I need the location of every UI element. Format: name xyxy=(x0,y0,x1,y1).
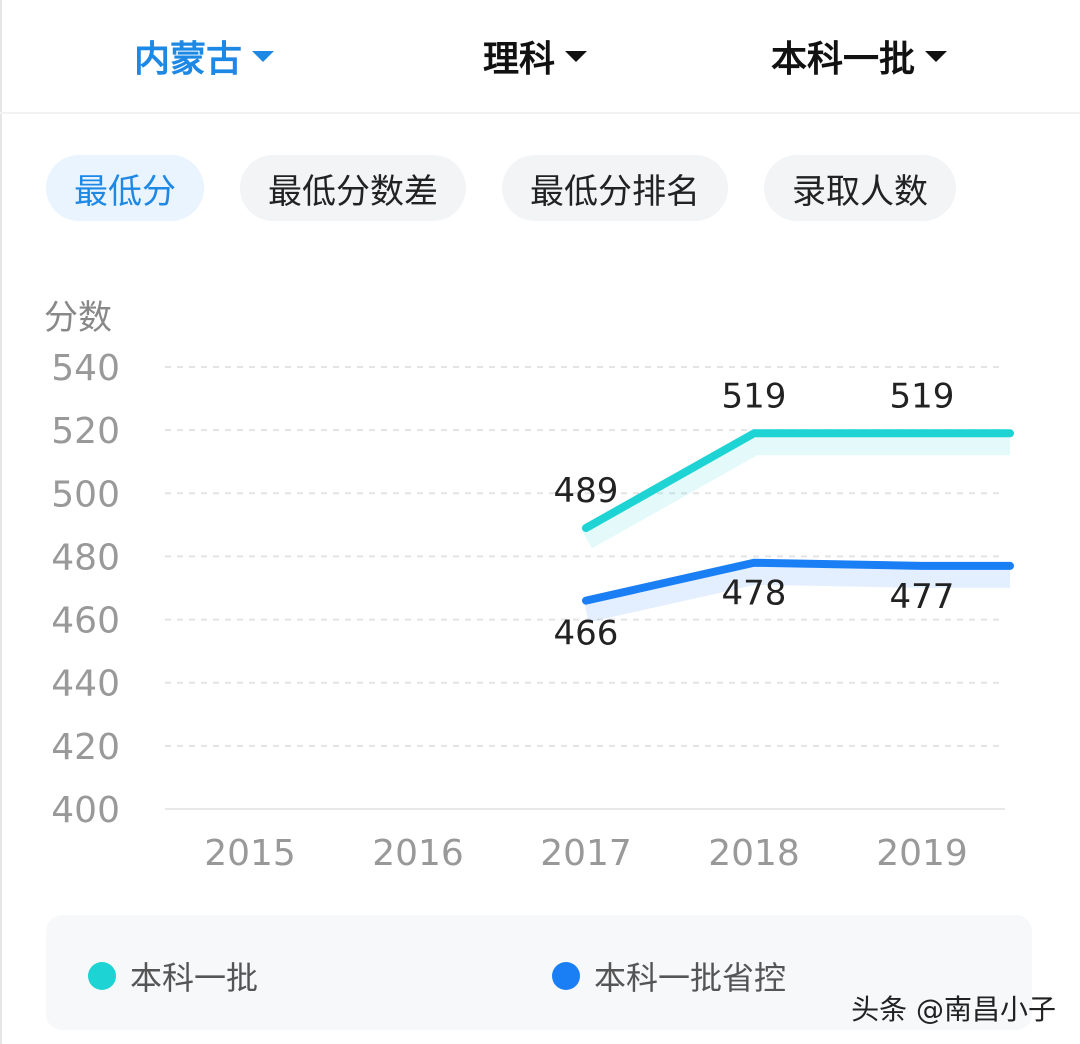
caret-down-icon xyxy=(252,50,275,62)
data-point xyxy=(919,562,925,569)
data-point xyxy=(919,430,925,437)
data-label: 478 xyxy=(722,574,787,614)
tab-min-score-rank[interactable]: 最低分排名 xyxy=(502,155,728,221)
data-label: 519 xyxy=(890,376,955,416)
caret-down-icon xyxy=(565,50,588,62)
legend-label: 本科一批 xyxy=(130,959,259,997)
x-tick-label: 2015 xyxy=(204,833,296,874)
tab-admitted-count[interactable]: 录取人数 xyxy=(764,155,956,221)
tab-min-score[interactable]: 最低分 xyxy=(46,155,204,221)
legend-label: 本科一批省控 xyxy=(594,959,787,997)
y-tick-label: 540 xyxy=(51,348,120,389)
data-point xyxy=(751,559,757,566)
y-tick-label: 480 xyxy=(51,537,120,578)
batch-dropdown[interactable]: 本科一批 xyxy=(771,30,948,82)
legend-item-series1[interactable]: 本科一批 xyxy=(88,953,258,999)
filter-bar: 内蒙古 理科 本科一批 xyxy=(0,0,1080,114)
y-tick-label: 460 xyxy=(51,601,120,642)
subject-label: 理科 xyxy=(483,39,556,80)
series-line-1 xyxy=(582,429,1014,533)
data-label: 477 xyxy=(890,577,955,617)
x-tick-label: 2016 xyxy=(372,833,464,874)
y-axis-title: 分数 xyxy=(44,298,112,338)
province-label: 内蒙古 xyxy=(134,39,243,80)
watermark: 头条 @南昌小子 xyxy=(851,993,1056,1026)
y-tick-label: 500 xyxy=(51,474,120,515)
data-label: 466 xyxy=(554,614,619,654)
data-point xyxy=(583,525,589,532)
data-point xyxy=(583,597,589,604)
province-dropdown[interactable]: 内蒙古 xyxy=(134,30,275,82)
x-tick-label: 2019 xyxy=(876,833,968,874)
series-shadow xyxy=(580,431,1010,549)
series-shadow xyxy=(583,560,1010,623)
x-tick-label: 2018 xyxy=(708,833,800,874)
y-tick-label: 420 xyxy=(51,727,120,768)
metric-tabs: 最低分 最低分数差 最低分排名 录取人数 xyxy=(46,155,1034,223)
line-chart: 分数 540 520 500 480 460 440 420 400 2015 2016 2017 20… xyxy=(44,298,1014,874)
caret-down-icon xyxy=(925,50,948,62)
batch-label: 本科一批 xyxy=(771,39,916,80)
tab-min-score-diff[interactable]: 最低分数差 xyxy=(240,155,466,221)
legend-dot-icon xyxy=(88,962,116,990)
series-line-2 xyxy=(582,558,1014,605)
legend-dot-icon xyxy=(552,962,580,990)
data-point xyxy=(751,430,757,437)
left-border xyxy=(0,0,2,1044)
data-label: 489 xyxy=(554,471,619,511)
x-tick-label: 2017 xyxy=(540,833,632,874)
legend-item-series2[interactable]: 本科一批省控 xyxy=(552,953,786,999)
y-tick-label: 440 xyxy=(51,664,120,705)
subject-dropdown[interactable]: 理科 xyxy=(483,30,588,82)
data-label: 519 xyxy=(722,376,787,416)
y-tick-label: 400 xyxy=(51,790,120,831)
y-tick-label: 520 xyxy=(51,411,120,452)
legend: 本科一批 本科一批省控 xyxy=(46,915,1032,1030)
